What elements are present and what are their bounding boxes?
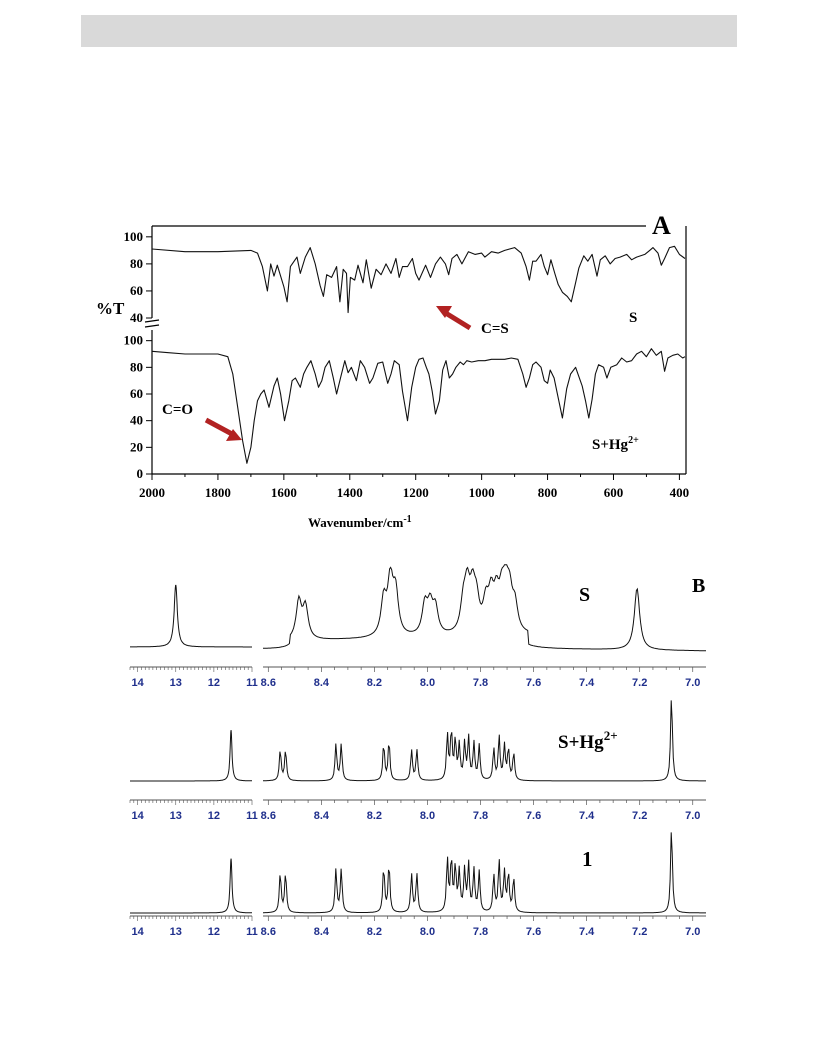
ir-axis-break-1 <box>144 319 160 323</box>
nmr-right-tick-label: 8.0 <box>420 677 435 689</box>
ir-series-line-s <box>151 245 686 314</box>
nmr-right-tick-label: 7.0 <box>685 677 700 689</box>
ir-annotation-cs: C=S <box>481 321 509 337</box>
ir-series-label-s: S <box>629 310 637 326</box>
nmr-left-tick-label: 14 <box>132 926 145 938</box>
nmr-left-tick-label: 11 <box>246 677 258 689</box>
nmr-left-tick-label: 14 <box>132 677 145 689</box>
nmr-spectrum-left <box>130 858 252 914</box>
nmr-spectrum-right <box>263 700 706 782</box>
co-arrow <box>204 417 234 437</box>
ir-series-group <box>151 245 686 464</box>
nmr-right-tick-label: 7.4 <box>579 926 595 938</box>
ir-y-tick-label: 100 <box>124 229 144 244</box>
nmr-left-tick-label: 11 <box>246 926 258 938</box>
nmr-right-tick-label: 8.0 <box>420 926 435 938</box>
nmr-right-tick-label: 7.2 <box>632 810 647 822</box>
nmr-label-1: 1 <box>582 847 593 871</box>
ir-y-tick-label: 40 <box>130 413 143 428</box>
ir-x-tick-label: 600 <box>604 485 624 500</box>
ir-series-label-shg-main: S+Hg <box>592 437 629 453</box>
nmr-label-shg: S+Hg2+ <box>558 728 618 753</box>
ir-x-tick-label: 1000 <box>469 485 495 500</box>
ir-y-tick-label: 60 <box>130 386 143 401</box>
ir-series-label-shg: S+Hg2+ <box>592 435 639 453</box>
ir-ylabel: %T <box>96 299 125 318</box>
nmr-spectrum-left <box>130 584 252 648</box>
ir-xlabel: Wavenumber/cm-1 <box>308 514 412 530</box>
nmr-right-tick-label: 7.4 <box>579 677 595 689</box>
nmr-right-tick-label: 8.2 <box>367 677 382 689</box>
nmr-right-tick-label: 8.2 <box>367 926 382 938</box>
co-arrowhead <box>226 429 242 441</box>
nmr-right-tick-label: 8.6 <box>261 677 276 689</box>
cs-arrow <box>442 309 472 331</box>
nmr-right-tick-label: 8.0 <box>420 810 435 822</box>
ir-annotation-co: C=O <box>162 402 193 418</box>
nmr-label-shg-sup: 2+ <box>604 728 618 743</box>
ir-axes <box>144 225 687 475</box>
ir-axis-break-2 <box>144 324 160 328</box>
nmr-right-tick-label: 7.6 <box>526 926 541 938</box>
nmr-left-tick-label: 12 <box>208 810 220 822</box>
ir-y-tick-label: 20 <box>130 439 143 454</box>
nmr-right-tick-label: 8.6 <box>261 810 276 822</box>
nmr-left-tick-label: 13 <box>170 926 182 938</box>
nmr-right-tick-label: 7.6 <box>526 810 541 822</box>
ir-x-tick-label: 1400 <box>337 485 363 500</box>
ir-xlabel-main: Wavenumber/cm <box>308 515 403 530</box>
nmr-right-tick-label: 8.4 <box>314 810 330 822</box>
nmr-right-tick-label: 7.0 <box>685 926 700 938</box>
header-bar <box>81 15 737 47</box>
ir-x-tick-label: 400 <box>670 485 690 500</box>
nmr-label-s: S <box>579 584 590 606</box>
nmr-right-tick-label: 8.4 <box>314 677 330 689</box>
ir-xlabel-sup: -1 <box>403 514 411 525</box>
nmr-left-tick-label: 14 <box>132 810 145 822</box>
nmr-left-tick-label: 12 <box>208 677 220 689</box>
ir-x-tick-label: 2000 <box>139 485 165 500</box>
nmr-right-tick-label: 7.8 <box>473 810 488 822</box>
nmr-right-tick-label: 8.6 <box>261 926 276 938</box>
nmr-panel-label: B <box>692 575 705 597</box>
nmr-right-tick-label: 7.8 <box>473 926 488 938</box>
ir-y-tick-label: 0 <box>137 466 144 481</box>
nmr-right-tick-label: 7.2 <box>632 677 647 689</box>
nmr-left-tick-label: 13 <box>170 810 182 822</box>
nmr-spectrum-left <box>130 730 252 782</box>
nmr-right-tick-label: 7.2 <box>632 926 647 938</box>
ir-y-ticks: 100 80 60 40 100 80 60 40 20 0 <box>124 229 152 481</box>
nmr-right-tick-label: 7.6 <box>526 677 541 689</box>
ir-y-tick-label: 80 <box>130 256 143 271</box>
nmr-left-tick-label: 13 <box>170 677 182 689</box>
ir-arrows <box>204 306 472 441</box>
ir-x-tick-label: 1800 <box>205 485 231 500</box>
nmr-right-tick-label: 7.0 <box>685 810 700 822</box>
nmr-spectrum-right <box>263 832 706 914</box>
nmr-label-shg-main: S+Hg <box>558 732 604 753</box>
ir-x-tick-label: 800 <box>538 485 558 500</box>
nmr-left-tick-label: 12 <box>208 926 220 938</box>
ir-series-line-s-hg <box>151 348 686 464</box>
cs-arrowhead <box>436 306 452 318</box>
ir-x-ticks: 2000 1800 1600 1400 1200 1000 800 600 400 <box>139 474 689 500</box>
nmr-right-tick-label: 7.4 <box>579 810 595 822</box>
ir-series-label-shg-sup: 2+ <box>628 435 639 446</box>
nmr-left-tick-label: 11 <box>246 810 258 822</box>
nmr-spectrum-right <box>263 564 706 652</box>
nmr-right-tick-label: 8.4 <box>314 926 330 938</box>
ir-y-tick-label: 40 <box>130 310 143 325</box>
ir-y-tick-label: 60 <box>130 283 143 298</box>
ir-panel-label: A <box>652 211 671 240</box>
ir-y-tick-label: 100 <box>124 333 144 348</box>
nmr-spectra-group: 14 13 12 11 8.6 8.4 8.2 8.0 7.8 7.6 7.4 7.2 7.014 13 1… <box>129 564 706 938</box>
ir-chart: 100 80 60 40 100 80 60 40 20 0 2000 1800 1600 1400 12… <box>96 211 689 530</box>
nmr-right-tick-label: 7.8 <box>473 677 488 689</box>
nmr-right-tick-label: 8.2 <box>367 810 382 822</box>
ir-y-tick-label: 80 <box>130 359 143 374</box>
ir-x-tick-label: 1600 <box>271 485 297 500</box>
ir-x-tick-label: 1200 <box>403 485 429 500</box>
